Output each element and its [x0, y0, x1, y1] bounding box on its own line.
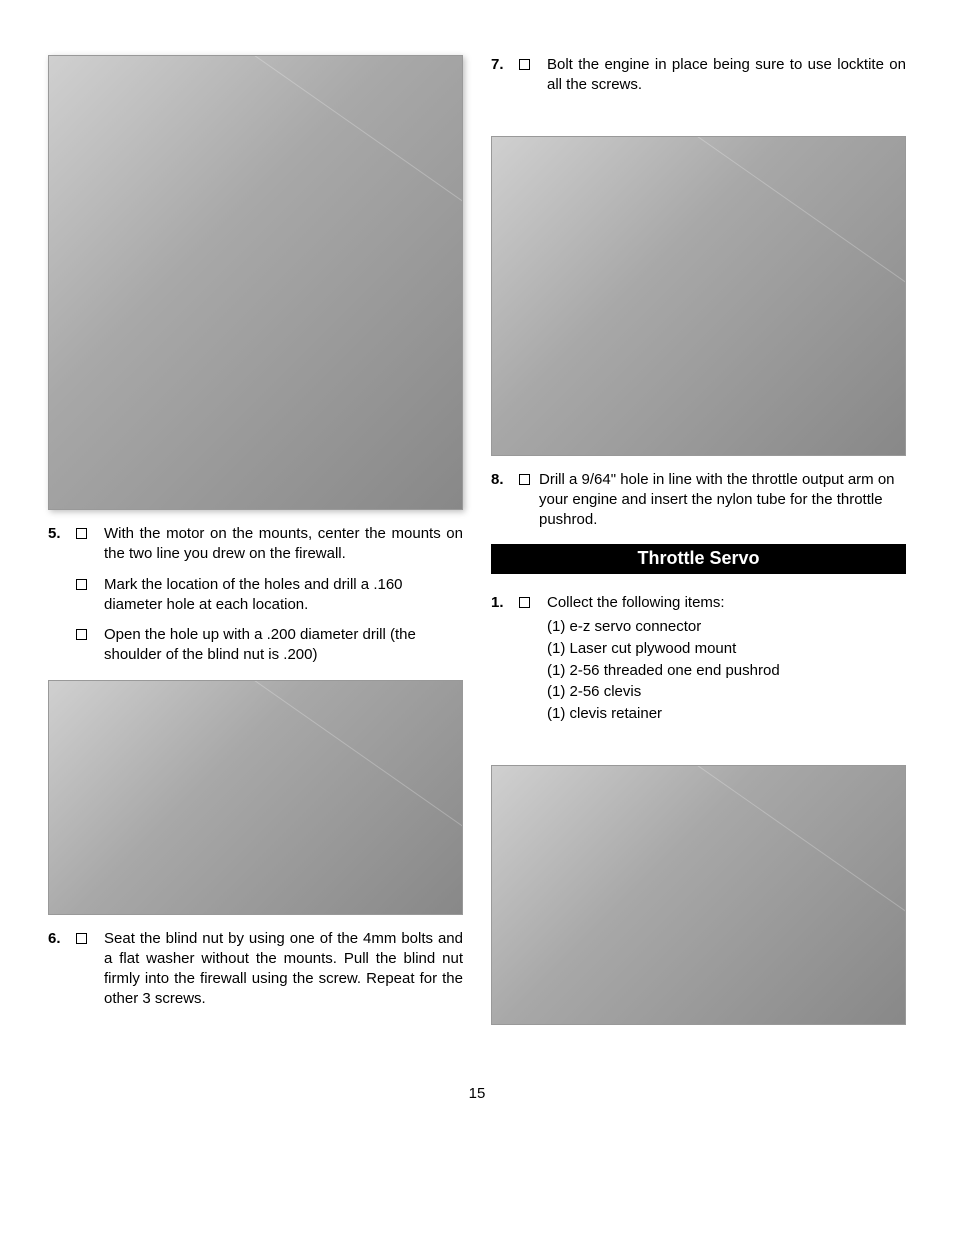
- figure-servo-parts: [491, 765, 906, 1025]
- step-text: With the motor on the mounts, center the…: [104, 524, 463, 565]
- list-item: (1) Laser cut plywood mount: [547, 638, 906, 660]
- step-5b: Open the hole up with a .200 diameter dr…: [48, 625, 463, 666]
- checkbox-icon: [76, 575, 104, 594]
- list-item: (1) e-z servo connector: [547, 616, 906, 638]
- step-text: Mark the location of the holes and drill…: [104, 575, 463, 616]
- step-6: 6. Seat the blind nut by using one of th…: [48, 929, 463, 1010]
- figure-motor-mount: [48, 55, 463, 510]
- page-columns: 5. With the motor on the mounts, center …: [48, 55, 906, 1025]
- step-text: Bolt the engine in place being sure to u…: [547, 55, 906, 96]
- checkbox-icon: [76, 929, 104, 948]
- checkbox-icon: [519, 592, 547, 612]
- checkbox-icon: [76, 524, 104, 543]
- left-column: 5. With the motor on the mounts, center …: [48, 55, 463, 1025]
- list-item: (1) clevis retainer: [547, 703, 906, 725]
- step-1-collect: 1. Collect the following items: (1) e-z …: [491, 592, 906, 725]
- figure-blind-nut: [48, 680, 463, 915]
- step-8: 8. Drill a 9/64" hole in line with the t…: [491, 470, 906, 531]
- step-text: Collect the following items:: [547, 592, 906, 614]
- list-item: (1) 2-56 clevis: [547, 681, 906, 703]
- step-7: 7. Bolt the engine in place being sure t…: [491, 55, 906, 96]
- step-text: Seat the blind nut by using one of the 4…: [104, 929, 463, 1010]
- step-text: Drill a 9/64" hole in line with the thro…: [539, 470, 906, 531]
- step-number: 6.: [48, 929, 76, 949]
- checkbox-icon: [519, 55, 547, 74]
- step-5: 5. With the motor on the mounts, center …: [48, 524, 463, 565]
- step-number: 7.: [491, 55, 519, 75]
- page-number: 15: [48, 1085, 906, 1102]
- step-number: 8.: [491, 470, 519, 490]
- step-number: 5.: [48, 524, 76, 544]
- list-item: (1) 2-56 threaded one end pushrod: [547, 660, 906, 682]
- checkbox-icon: [76, 625, 104, 644]
- step-text: Open the hole up with a .200 diameter dr…: [104, 625, 463, 666]
- collect-items-list: (1) e-z servo connector (1) Laser cut pl…: [491, 616, 906, 725]
- checkbox-icon: [519, 470, 539, 489]
- step-5a: Mark the location of the holes and drill…: [48, 575, 463, 616]
- section-header-throttle-servo: Throttle Servo: [491, 544, 906, 574]
- figure-engine-bolted: [491, 136, 906, 456]
- step-number: 1.: [491, 592, 519, 614]
- right-column: 7. Bolt the engine in place being sure t…: [491, 55, 906, 1025]
